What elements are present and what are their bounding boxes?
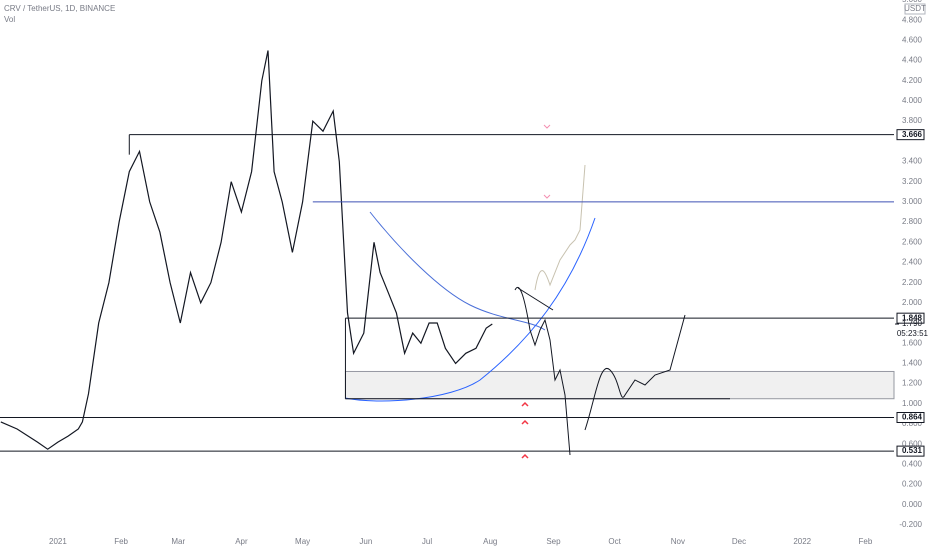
- y-tick-label: 1.600: [902, 338, 923, 347]
- y-tick-label: 0.800: [902, 419, 923, 428]
- x-tick-label: Feb: [114, 537, 128, 546]
- y-tick-label: -0.200: [899, 520, 922, 529]
- zone: [344, 370, 895, 400]
- x-tick-label: 2021: [49, 537, 67, 546]
- drawings: [344, 124, 686, 459]
- y-tick-label: 2.200: [902, 278, 923, 287]
- y-tick-label: 5.000: [902, 0, 923, 4]
- y-tick-label: 3.200: [902, 177, 923, 186]
- up-marker: [521, 401, 529, 459]
- countdown: 05:23:51: [897, 329, 929, 338]
- y-tick-label: 4.200: [902, 76, 923, 85]
- y-tick-label: 2.400: [902, 258, 923, 267]
- projection: [534, 164, 586, 291]
- price-line: [0, 50, 493, 450]
- y-tick-label: 0.000: [902, 500, 923, 509]
- level-label: 0.864: [902, 413, 923, 422]
- y-tick-label: 0.600: [902, 439, 923, 448]
- indicator: Vol: [4, 15, 15, 24]
- x-tick-label: Dec: [732, 537, 746, 546]
- level-box: [896, 445, 925, 457]
- projection: [514, 287, 571, 456]
- y-tick-label: 4.400: [902, 56, 923, 65]
- level-label: 0.531: [902, 446, 923, 455]
- y-tick-label: 3.400: [902, 157, 923, 166]
- y-tick-label: 1.000: [902, 399, 923, 408]
- symbol: CRV / TetherUS, 1D, BINANCE: [4, 4, 115, 13]
- y-tick-label: 0.200: [902, 480, 923, 489]
- blue-curve: [344, 217, 596, 402]
- x-tick-label: May: [295, 537, 310, 546]
- y-tick-label: 3.800: [902, 116, 923, 125]
- y-tick-label: 0.400: [902, 459, 923, 468]
- x-tick-label: Jun: [359, 537, 372, 546]
- currency-box: [904, 3, 926, 15]
- x-tick-label: Feb: [859, 537, 873, 546]
- projection: [584, 314, 686, 431]
- x-tick-label: Oct: [608, 537, 621, 546]
- y-tick-label: 1.400: [902, 359, 923, 368]
- level-box: [896, 129, 925, 141]
- y-tick-label: 3.000: [902, 197, 923, 206]
- y-tick-label: 2.000: [902, 298, 923, 307]
- y-tick-label: 4.600: [902, 35, 923, 44]
- x-tick-label: Apr: [235, 537, 248, 546]
- x-tick-label: Jul: [422, 537, 432, 546]
- x-tick-label: Nov: [671, 537, 685, 546]
- level-box: [896, 412, 925, 424]
- y-tick-label: 1.200: [902, 379, 923, 388]
- y-tick-label: 4.000: [902, 96, 923, 105]
- trend-line: [517, 287, 554, 311]
- y-tick-label: 4.800: [902, 15, 923, 24]
- last-price: 1.790: [902, 319, 923, 328]
- blue-arc: [369, 211, 546, 331]
- y-tick-label: 2.600: [902, 237, 923, 246]
- x-tick-label: Mar: [171, 537, 185, 546]
- x-tick-label: 2022: [793, 537, 811, 546]
- x-tick-label: Sep: [546, 537, 561, 546]
- level-label: 1.848: [902, 313, 923, 322]
- down-marker: [543, 124, 551, 199]
- level-label: 3.666: [902, 130, 923, 139]
- x-tick-label: Aug: [483, 537, 497, 546]
- level-box: [896, 312, 925, 324]
- currency: USDT: [904, 4, 926, 13]
- y-tick-label: 2.800: [902, 217, 923, 226]
